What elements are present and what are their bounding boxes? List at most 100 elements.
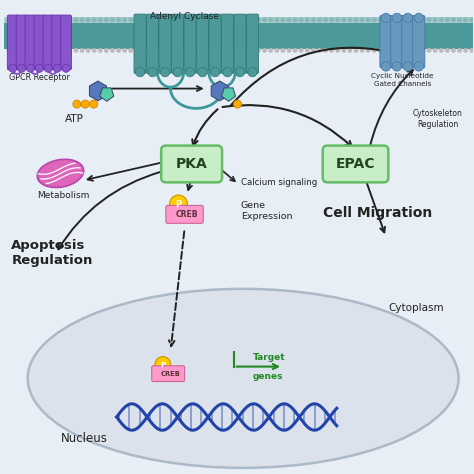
Circle shape bbox=[403, 62, 412, 71]
Circle shape bbox=[245, 18, 248, 22]
Circle shape bbox=[196, 49, 200, 52]
Circle shape bbox=[159, 18, 163, 22]
Circle shape bbox=[391, 18, 394, 22]
Ellipse shape bbox=[37, 159, 83, 187]
FancyBboxPatch shape bbox=[172, 14, 183, 73]
Text: CREB: CREB bbox=[176, 210, 198, 219]
Circle shape bbox=[324, 49, 327, 52]
FancyBboxPatch shape bbox=[52, 15, 63, 70]
Circle shape bbox=[148, 67, 157, 77]
Circle shape bbox=[464, 49, 467, 52]
Circle shape bbox=[342, 49, 346, 52]
Circle shape bbox=[147, 18, 151, 22]
Circle shape bbox=[269, 18, 273, 22]
Circle shape bbox=[378, 18, 382, 22]
Circle shape bbox=[354, 18, 358, 22]
Circle shape bbox=[360, 49, 364, 52]
Circle shape bbox=[318, 49, 321, 52]
Circle shape bbox=[439, 18, 443, 22]
Circle shape bbox=[251, 18, 255, 22]
Circle shape bbox=[44, 49, 47, 52]
Circle shape bbox=[160, 67, 170, 77]
FancyBboxPatch shape bbox=[25, 15, 36, 70]
FancyBboxPatch shape bbox=[152, 366, 185, 382]
Circle shape bbox=[409, 49, 412, 52]
Circle shape bbox=[74, 49, 78, 52]
FancyBboxPatch shape bbox=[146, 14, 159, 73]
Circle shape bbox=[92, 49, 96, 52]
Circle shape bbox=[190, 49, 193, 52]
Circle shape bbox=[117, 18, 120, 22]
Circle shape bbox=[202, 18, 206, 22]
Text: Apoptosis
Regulation: Apoptosis Regulation bbox=[11, 239, 93, 267]
Text: PKA: PKA bbox=[176, 157, 208, 171]
Circle shape bbox=[428, 49, 431, 52]
Circle shape bbox=[385, 49, 388, 52]
Circle shape bbox=[214, 49, 218, 52]
Circle shape bbox=[220, 18, 224, 22]
Circle shape bbox=[105, 49, 108, 52]
Circle shape bbox=[348, 18, 352, 22]
FancyBboxPatch shape bbox=[391, 16, 403, 68]
Circle shape bbox=[190, 18, 193, 22]
Text: EPAC: EPAC bbox=[336, 157, 375, 171]
Text: P: P bbox=[175, 200, 182, 209]
Circle shape bbox=[391, 49, 394, 52]
Circle shape bbox=[26, 49, 29, 52]
Circle shape bbox=[384, 18, 388, 22]
Circle shape bbox=[318, 18, 321, 22]
Circle shape bbox=[135, 49, 138, 52]
Circle shape bbox=[185, 67, 195, 77]
Circle shape bbox=[373, 49, 376, 52]
Circle shape bbox=[136, 67, 145, 77]
Circle shape bbox=[25, 18, 29, 22]
Circle shape bbox=[342, 18, 346, 22]
Circle shape bbox=[172, 49, 175, 52]
Circle shape bbox=[56, 49, 59, 52]
Circle shape bbox=[53, 64, 61, 73]
Text: Metabolism: Metabolism bbox=[36, 191, 89, 200]
Circle shape bbox=[44, 64, 52, 73]
Polygon shape bbox=[100, 88, 114, 101]
Circle shape bbox=[354, 49, 358, 52]
Circle shape bbox=[366, 49, 370, 52]
FancyBboxPatch shape bbox=[209, 14, 221, 73]
Circle shape bbox=[232, 18, 236, 22]
Circle shape bbox=[269, 49, 273, 52]
Circle shape bbox=[226, 18, 230, 22]
Circle shape bbox=[56, 18, 60, 22]
FancyBboxPatch shape bbox=[380, 16, 392, 68]
Circle shape bbox=[165, 18, 169, 22]
FancyBboxPatch shape bbox=[7, 15, 18, 70]
FancyBboxPatch shape bbox=[159, 14, 171, 73]
Circle shape bbox=[147, 49, 151, 52]
Circle shape bbox=[18, 64, 26, 73]
Circle shape bbox=[281, 18, 285, 22]
Circle shape bbox=[227, 49, 230, 52]
Circle shape bbox=[251, 49, 254, 52]
Circle shape bbox=[110, 18, 114, 22]
Text: Cytoskeleton
Regulation: Cytoskeleton Regulation bbox=[412, 109, 463, 129]
Circle shape bbox=[238, 18, 242, 22]
Circle shape bbox=[330, 18, 334, 22]
Text: Cyclic Nucleotide
Gated Channels: Cyclic Nucleotide Gated Channels bbox=[371, 73, 434, 87]
Circle shape bbox=[31, 18, 35, 22]
Circle shape bbox=[129, 18, 133, 22]
Circle shape bbox=[257, 18, 260, 22]
Circle shape bbox=[324, 18, 328, 22]
Circle shape bbox=[86, 49, 90, 52]
Circle shape bbox=[210, 67, 220, 77]
Circle shape bbox=[37, 18, 41, 22]
FancyBboxPatch shape bbox=[196, 14, 209, 73]
Circle shape bbox=[208, 49, 211, 52]
Circle shape bbox=[379, 49, 382, 52]
FancyBboxPatch shape bbox=[221, 14, 234, 73]
Circle shape bbox=[235, 67, 245, 77]
Circle shape bbox=[73, 100, 81, 108]
Text: Cytoplasm: Cytoplasm bbox=[389, 303, 444, 313]
Circle shape bbox=[178, 18, 182, 22]
Circle shape bbox=[90, 100, 98, 108]
Circle shape bbox=[196, 18, 200, 22]
Text: GPCR Receptor: GPCR Receptor bbox=[9, 73, 70, 82]
Circle shape bbox=[403, 18, 407, 22]
